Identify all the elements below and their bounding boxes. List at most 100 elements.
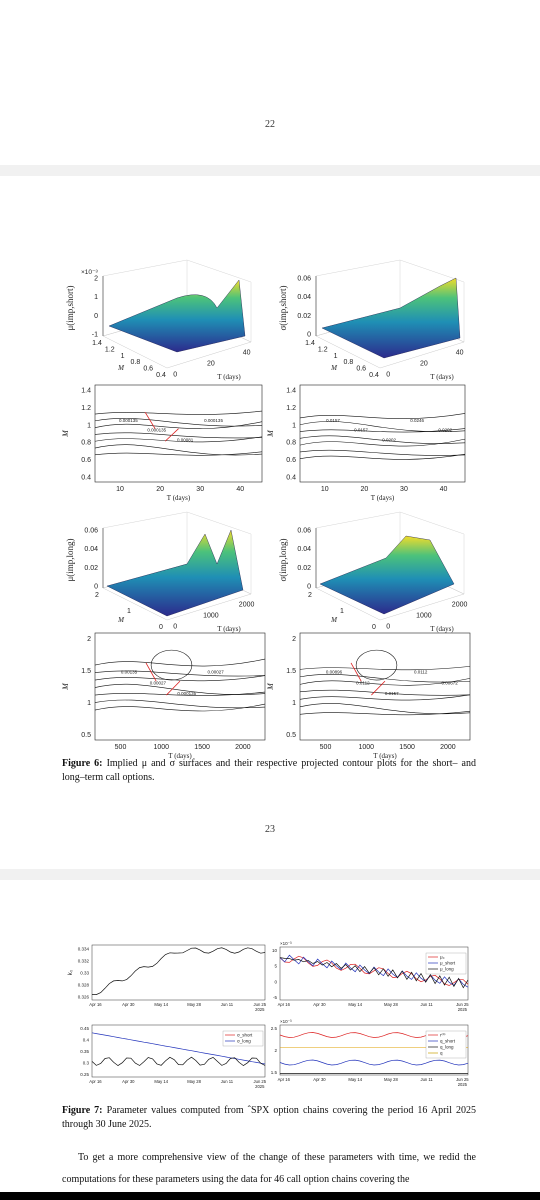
m-tick-label: 1 bbox=[127, 608, 131, 615]
legend-label: q_long bbox=[440, 1045, 454, 1050]
legend-label: μ_short bbox=[440, 961, 456, 966]
figure-caption: Figure 7: Parameter values computed from… bbox=[62, 1104, 476, 1132]
m-tick-label: 1.2 bbox=[318, 346, 328, 353]
z-tick-label: 0.02 bbox=[297, 565, 311, 572]
y-axis-label: M bbox=[266, 429, 275, 438]
x-tick-label: 500 bbox=[115, 744, 127, 751]
x-tick-label: 1000 bbox=[359, 744, 375, 751]
y-tick-label: 0.6 bbox=[81, 457, 91, 464]
x-tick-label: Apr 30 bbox=[313, 1077, 326, 1082]
m-tick-label: 0.6 bbox=[143, 366, 153, 373]
m-tick-label: 0.4 bbox=[156, 372, 166, 379]
plot-box bbox=[91, 1024, 266, 1078]
t-tick-label: 20 bbox=[207, 361, 215, 368]
caption-label: Figure 6: bbox=[62, 758, 103, 769]
contour-label: 0.000135 bbox=[147, 428, 166, 433]
contour-label: 0.0157 bbox=[354, 428, 368, 433]
contour-line bbox=[299, 428, 466, 433]
contour-line bbox=[299, 689, 471, 696]
y-tick-label: 0.5 bbox=[81, 732, 91, 739]
contour-label: 0.000135 bbox=[119, 418, 138, 423]
y-tick-label: 1.5 bbox=[81, 668, 91, 675]
x-tick-label: Jun 11 bbox=[221, 1079, 234, 1084]
x-year-label: 2025 bbox=[458, 1007, 468, 1012]
series-line bbox=[91, 947, 266, 995]
x-tick-label: 30 bbox=[400, 486, 408, 493]
contour-label: 0.0112 bbox=[414, 670, 428, 675]
annotation-arrow bbox=[371, 680, 386, 696]
x-tick-label: Jun 11 bbox=[421, 1077, 434, 1082]
body-text: To get a more comprehensive view of the … bbox=[62, 1152, 476, 1185]
x-tick-label: Apr 16 bbox=[89, 1079, 102, 1084]
series-line bbox=[91, 1056, 266, 1067]
x-tick-label: 40 bbox=[440, 486, 448, 493]
y-tick-label: 1.5 bbox=[286, 668, 296, 675]
m-tick-label: 1.4 bbox=[92, 340, 102, 347]
m-tick-label: 0.4 bbox=[369, 372, 379, 379]
m-axis-label: M bbox=[117, 616, 125, 624]
y-axis-label: k₀ bbox=[68, 969, 74, 975]
y-tick-label: 0 bbox=[274, 979, 277, 984]
contour-line bbox=[299, 678, 471, 686]
x-tick-label: 500 bbox=[320, 744, 332, 751]
x-tick-label: 10 bbox=[116, 486, 124, 493]
m-tick-label: 2 bbox=[308, 592, 312, 599]
m-axis-label: M bbox=[117, 364, 125, 372]
y-tick-label: 0.332 bbox=[78, 958, 90, 963]
z-tick-label: 0.06 bbox=[297, 528, 311, 535]
z-tick-label: 0.06 bbox=[84, 528, 98, 535]
y-tick-label: 0.4 bbox=[83, 1038, 90, 1043]
contour-line bbox=[94, 670, 266, 677]
surface bbox=[106, 529, 244, 617]
surface bbox=[319, 535, 455, 615]
x-axis-label: T (days) bbox=[167, 494, 191, 502]
m-tick-label: 2 bbox=[95, 592, 99, 599]
legend-label: σ_long bbox=[237, 1039, 251, 1044]
y-tick-label: 1.4 bbox=[81, 387, 91, 394]
t-tick-label: 2000 bbox=[452, 602, 468, 609]
contour-label: 0.00027 bbox=[208, 670, 225, 675]
m-tick-label: 0 bbox=[159, 624, 163, 631]
x-tick-label: Apr 30 bbox=[122, 1002, 135, 1007]
contour-label: 0.00081 bbox=[177, 437, 194, 442]
x-tick-label: Apr 16 bbox=[278, 1077, 291, 1082]
legend-label: q bbox=[440, 1051, 443, 1056]
bottom-bar bbox=[0, 1192, 540, 1200]
y-tick-label: 0.334 bbox=[78, 946, 90, 951]
y-tick-label: 5 bbox=[274, 964, 277, 969]
t-tick-label: 40 bbox=[243, 350, 251, 357]
contour-label: 0.0202 bbox=[382, 437, 396, 442]
y-tick-label: 1.5 bbox=[271, 1070, 278, 1075]
x-tick-label: 20 bbox=[360, 486, 368, 493]
page-gap bbox=[0, 165, 540, 176]
z-tick-label: 1 bbox=[94, 294, 98, 301]
y-tick-label: 1 bbox=[292, 422, 296, 429]
y-tick-label: 0.25 bbox=[80, 1072, 89, 1077]
x-tick-label: Jun 25 bbox=[254, 1002, 267, 1007]
annotation-arrow bbox=[144, 411, 156, 429]
z-tick-label: 0.04 bbox=[297, 294, 311, 301]
y-tick-label: 0.8 bbox=[286, 440, 296, 447]
plot-box bbox=[299, 384, 466, 483]
x-tick-label: Apr 16 bbox=[278, 1002, 291, 1007]
t-axis-label: T (days) bbox=[430, 373, 454, 381]
contour-line bbox=[299, 435, 466, 444]
contour-line bbox=[299, 674, 471, 683]
y-axis-label: M bbox=[61, 429, 70, 438]
axis-multiplier: ×10⁻³ bbox=[280, 941, 292, 946]
x-tick-label: Jun 11 bbox=[421, 1002, 434, 1007]
page-number: 22 bbox=[265, 119, 275, 130]
contour-line bbox=[299, 453, 466, 460]
z-tick-label: -1 bbox=[92, 332, 98, 339]
x-tick-label: May 14 bbox=[348, 1077, 362, 1082]
z-tick-label: 0 bbox=[307, 332, 311, 339]
y-tick-label: 2 bbox=[87, 636, 91, 643]
x-year-label: 2025 bbox=[255, 1007, 265, 1012]
contour-label: 0.0157 bbox=[326, 418, 340, 423]
contour-line bbox=[94, 410, 263, 415]
y-axis-label: M bbox=[61, 682, 70, 691]
contour-line bbox=[299, 703, 471, 715]
y-tick-label: 0.5 bbox=[286, 732, 296, 739]
legend-label: q_short bbox=[440, 1039, 456, 1044]
x-tick-label: Jun 25 bbox=[456, 1077, 469, 1082]
